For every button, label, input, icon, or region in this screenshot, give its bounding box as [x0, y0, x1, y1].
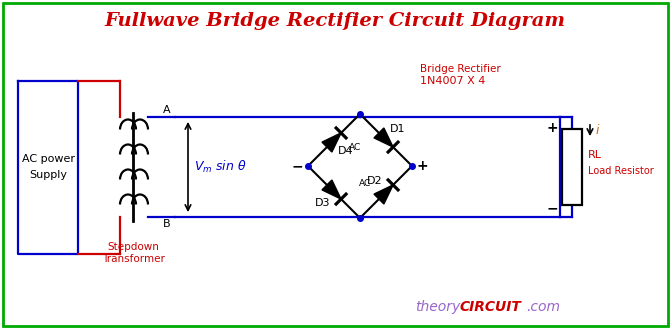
- Text: D3: D3: [315, 198, 330, 208]
- Polygon shape: [374, 128, 393, 147]
- Text: AC power: AC power: [21, 155, 74, 164]
- Text: Bridge Rectifier: Bridge Rectifier: [420, 64, 501, 74]
- Text: CIRCUIT: CIRCUIT: [460, 300, 522, 314]
- Text: AC: AC: [349, 143, 361, 153]
- Text: AC: AC: [359, 180, 371, 189]
- Text: Fullwave Bridge Rectifier Circuit Diagram: Fullwave Bridge Rectifier Circuit Diagra…: [105, 12, 566, 30]
- Text: B: B: [163, 219, 171, 229]
- Text: D4: D4: [338, 146, 353, 156]
- Text: Transformer: Transformer: [101, 254, 164, 264]
- Text: +: +: [417, 159, 429, 173]
- Text: −: −: [546, 201, 558, 215]
- Polygon shape: [322, 133, 341, 152]
- Text: A: A: [163, 105, 171, 115]
- Text: RL: RL: [588, 150, 602, 160]
- Text: .com: .com: [526, 300, 560, 314]
- Text: D2: D2: [367, 176, 382, 186]
- Text: −: −: [291, 159, 303, 173]
- Text: 1N4007 X 4: 1N4007 X 4: [420, 76, 485, 86]
- Polygon shape: [322, 180, 341, 199]
- Text: +: +: [546, 121, 558, 135]
- Text: theory: theory: [415, 300, 460, 314]
- Bar: [562, 129, 582, 205]
- Text: Stepdown: Stepdown: [107, 242, 159, 252]
- Text: $V_m$ sin $\theta$: $V_m$ sin $\theta$: [194, 159, 247, 175]
- Text: D1: D1: [390, 124, 405, 134]
- Text: i: i: [596, 124, 599, 138]
- Text: Load Resistor: Load Resistor: [588, 166, 654, 176]
- Text: Supply: Supply: [29, 170, 67, 181]
- Polygon shape: [374, 185, 393, 204]
